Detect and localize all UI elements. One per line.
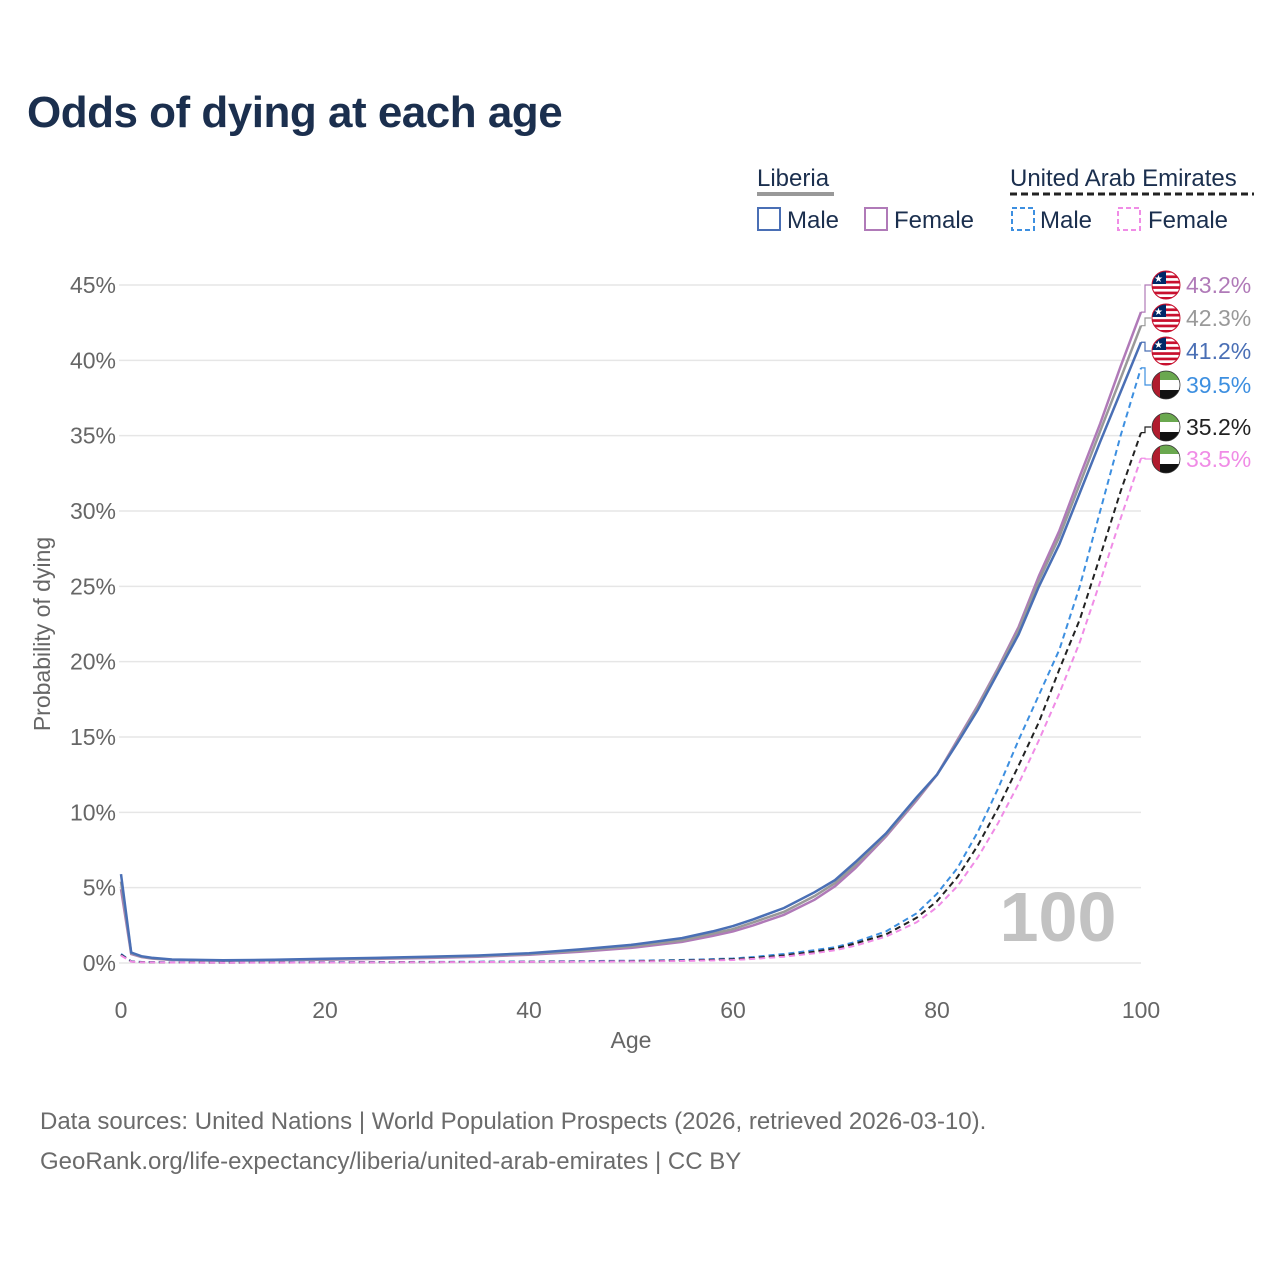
- x-tick-label: 60: [720, 997, 746, 1023]
- y-tick-label: 30%: [70, 498, 116, 524]
- x-tick-label: 0: [115, 997, 128, 1023]
- legend-uae-male-swatch: [1011, 207, 1035, 231]
- svg-text:★: ★: [1154, 307, 1163, 318]
- y-tick-label: 40%: [70, 347, 116, 373]
- end-label-liberia_male: 41.2%: [1186, 338, 1251, 364]
- y-axis-label: Probability of dying: [29, 537, 55, 731]
- liberia-flag-icon: ★: [1151, 270, 1181, 300]
- x-tick-label: 20: [312, 997, 338, 1023]
- y-tick-label: 0%: [83, 950, 116, 976]
- svg-text:★: ★: [1154, 274, 1163, 285]
- y-tick-label: 15%: [70, 724, 116, 750]
- legend-country-liberia: Liberia: [757, 165, 830, 192]
- uae-flag-icon: [1151, 370, 1181, 400]
- y-tick-label: 35%: [70, 423, 116, 449]
- label-connector: [1141, 317, 1152, 327]
- uae-flag-icon: [1151, 444, 1181, 474]
- end-label-liberia_total: 42.3%: [1186, 305, 1251, 331]
- label-connector: [1141, 284, 1152, 313]
- footer-sources: Data sources: United Nations | World Pop…: [40, 1108, 987, 1135]
- legend-liberia-male-swatch: [757, 207, 781, 231]
- chart-title: Odds of dying at each age: [27, 88, 563, 137]
- end-label-uae_female: 33.5%: [1186, 446, 1251, 472]
- y-tick-label: 45%: [70, 272, 116, 298]
- x-tick-label: 40: [516, 997, 542, 1023]
- liberia-flag-icon: ★: [1151, 336, 1181, 366]
- legend-liberia-female-swatch: [864, 207, 888, 231]
- x-tick-label: 80: [924, 997, 950, 1023]
- x-axis-label: Age: [611, 1027, 652, 1053]
- y-tick-label: 25%: [70, 573, 116, 599]
- label-connector: [1141, 367, 1152, 386]
- series-line-liberia_female: [119, 311, 1143, 962]
- series-line-uae_female: [120, 457, 1142, 964]
- label-connector: [1141, 457, 1152, 460]
- y-tick-label: 5%: [83, 875, 116, 901]
- liberia-flag-icon: ★: [1151, 303, 1181, 333]
- y-tick-label: 10%: [70, 799, 116, 825]
- series-line-liberia_total: [119, 325, 1143, 962]
- end-label-uae_total: 35.2%: [1186, 414, 1251, 440]
- uae-flag-icon: [1151, 412, 1181, 442]
- series-line-liberia_male: [119, 341, 1143, 962]
- legend-uae-female-label: Female: [1148, 207, 1228, 234]
- series-line-uae_total: [120, 432, 1142, 964]
- legend-country-uae: United Arab Emirates: [1010, 165, 1237, 192]
- footer-link[interactable]: GeoRank.org/life-expectancy/liberia/unit…: [40, 1148, 742, 1175]
- legend-uae-female-swatch: [1117, 207, 1141, 231]
- legend-uae-male-label: Male: [1040, 207, 1092, 234]
- legend-liberia-male-label: Male: [787, 207, 839, 234]
- label-connector: [1141, 341, 1152, 352]
- svg-text:★: ★: [1154, 340, 1163, 351]
- end-label-uae_male: 39.5%: [1186, 372, 1251, 398]
- label-connector: [1141, 426, 1152, 434]
- x-tick-label: 100: [1122, 997, 1160, 1023]
- y-tick-label: 20%: [70, 649, 116, 675]
- end-label-liberia_female: 43.2%: [1186, 272, 1251, 298]
- legend-liberia-female-label: Female: [894, 207, 974, 234]
- legend: Liberia Male Female United Arab Emirates…: [757, 165, 1254, 234]
- series-line-uae_male: [120, 367, 1142, 964]
- watermark-age: 100: [1000, 878, 1117, 956]
